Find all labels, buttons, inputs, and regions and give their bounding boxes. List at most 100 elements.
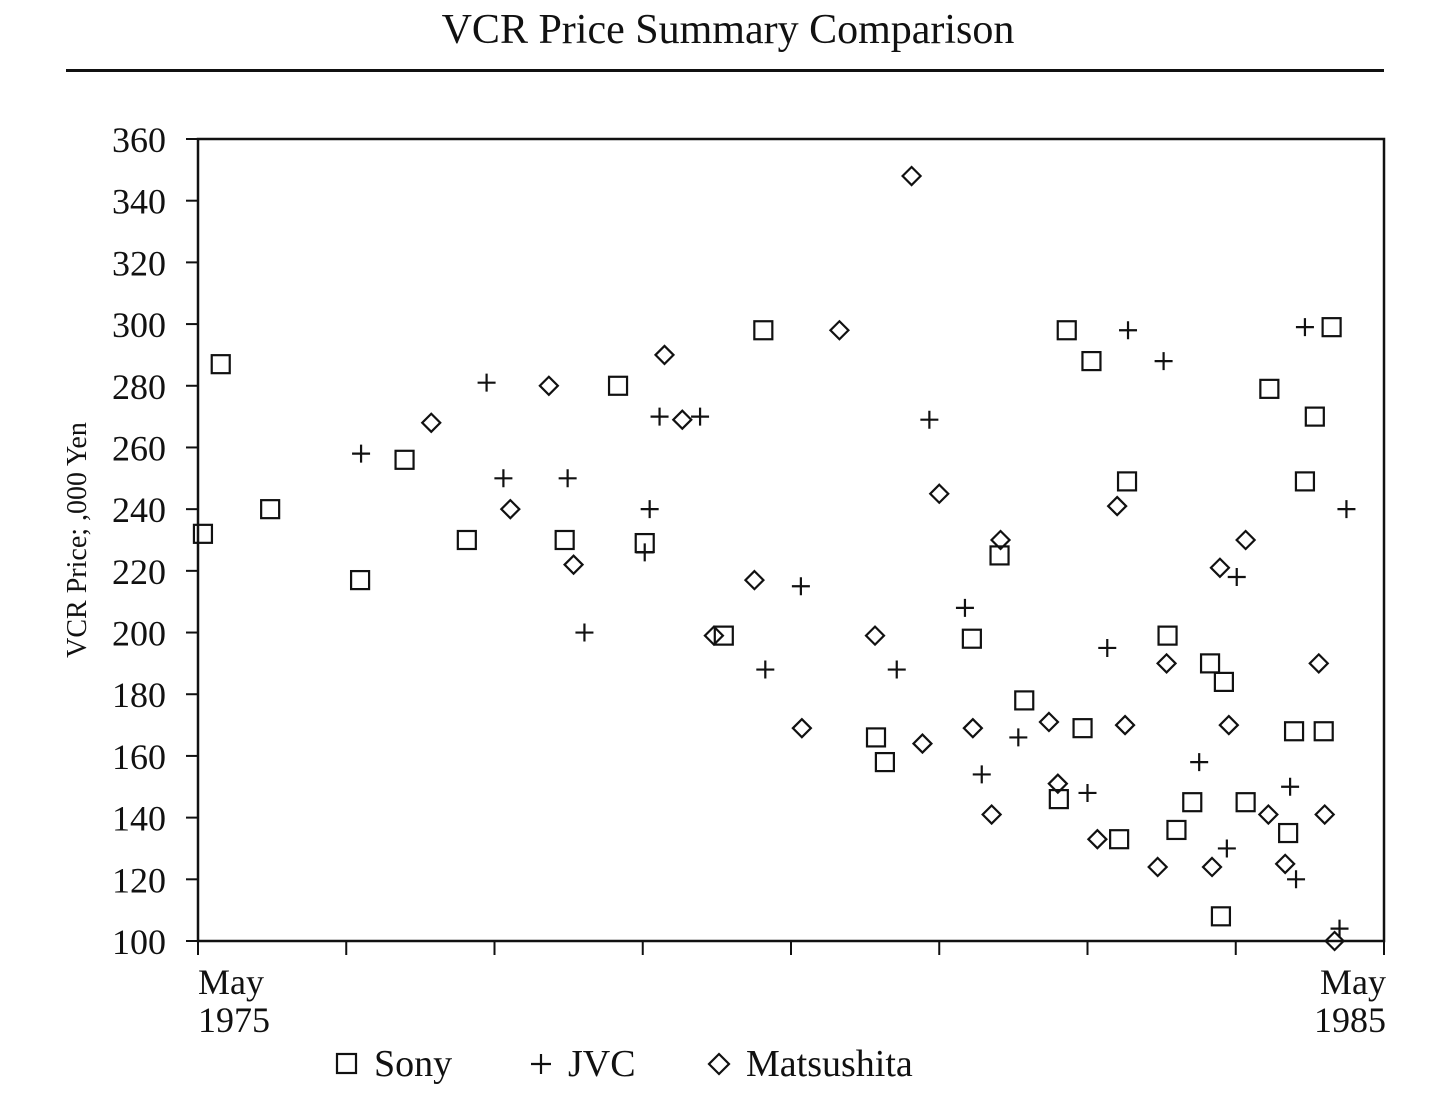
sony-data-point: [1278, 822, 1299, 844]
jvc-data-point: [650, 407, 669, 426]
y-tick-label: 200: [112, 614, 166, 654]
sony-data-point: [1259, 378, 1280, 399]
matsushita-data-point: [864, 625, 886, 647]
sony-data-point: [456, 529, 477, 551]
sony-data-point: [260, 499, 281, 520]
matsushita-data-point: [1106, 495, 1128, 517]
sony-data-point: [1313, 721, 1334, 742]
legend-item-jvc: JVC: [528, 1040, 636, 1088]
matsushita-data-point: [1274, 853, 1296, 875]
sony-data-point: [1109, 829, 1130, 850]
sony-data-point: [349, 569, 371, 591]
chart-title: VCR Price Summary Comparison: [441, 7, 1015, 53]
matsushita-data-point: [1314, 803, 1336, 826]
sony-data-point: [753, 320, 774, 341]
matsushita-data-point: [1218, 714, 1240, 736]
y-axis-label: VCR Price; ,000 Yen: [62, 422, 93, 658]
jvc-data-point: [1330, 919, 1349, 938]
jvc-data-point: [1078, 783, 1097, 802]
jvc-data-point: [494, 469, 513, 488]
jvc-data-point: [558, 469, 577, 488]
matsushita-data-point: [828, 319, 850, 341]
data-points: [192, 165, 1356, 952]
sony-data-point: [1166, 819, 1187, 841]
matsushita-data-point: [1257, 803, 1279, 826]
jvc-data-point: [887, 660, 906, 679]
y-tick-label: 260: [112, 428, 166, 468]
matsushita-data-point: [901, 165, 923, 187]
x-tick-label-month: May: [198, 962, 264, 1002]
jvc-data-point: [1009, 728, 1028, 747]
jvc-data-point: [352, 444, 371, 463]
sony-data-point: [1182, 792, 1203, 813]
jvc-data-point: [791, 577, 810, 596]
matsushita-data-point: [743, 569, 765, 591]
y-tick-label: 100: [112, 922, 166, 962]
sony-data-point: [1056, 320, 1077, 341]
matsushita-data-point: [791, 717, 813, 739]
matsushita-data-point: [1156, 652, 1178, 674]
sony-data-point: [1321, 317, 1342, 338]
sony-data-point: [192, 523, 214, 544]
y-tick-label: 360: [112, 120, 166, 160]
y-tick-label: 140: [112, 799, 166, 839]
matsushita-data-point: [703, 625, 725, 647]
jvc-data-point: [1337, 500, 1356, 519]
jvc-data-point: [1295, 318, 1314, 337]
x-tick-label-year: 1985: [1314, 1000, 1386, 1040]
series-sony: [192, 317, 1342, 927]
sony-data-point: [1283, 721, 1305, 742]
legend-label: Sony: [374, 1043, 453, 1085]
jvc-data-point: [1281, 777, 1300, 796]
sony-data-point: [961, 628, 982, 649]
jvc-data-point: [1098, 638, 1117, 657]
jvc-data-point: [920, 410, 939, 429]
jvc-data-point: [955, 598, 974, 617]
matsushita-data-point: [928, 483, 950, 505]
series-jvc: [352, 318, 1356, 938]
sony-data-point: [1210, 906, 1232, 927]
jvc-data-point: [575, 623, 594, 642]
legend-item-matsushita: Matsushita: [706, 1040, 913, 1088]
sony-data-point: [210, 354, 231, 375]
sony-data-point: [865, 727, 887, 748]
matsushita-data-point: [1209, 557, 1231, 579]
jvc-data-point: [640, 500, 659, 519]
sony-data-point: [874, 751, 895, 773]
sony-data-point: [1081, 350, 1102, 372]
sony-data-point: [1304, 406, 1325, 427]
y-tick-label: 180: [112, 675, 166, 715]
matsushita-data-point: [420, 412, 442, 434]
sony-data-point: [1235, 792, 1256, 813]
x-tick-label-month: May: [1320, 962, 1386, 1002]
sony-data-point: [1072, 718, 1093, 739]
matsushita-data-point: [1047, 773, 1069, 795]
sony-data-point: [1116, 471, 1138, 492]
x-tick-label-year: 1975: [198, 1000, 270, 1040]
y-tick-label: 240: [112, 490, 166, 530]
matsushita-data-point: [981, 803, 1003, 826]
matsushita-data-point: [1324, 930, 1346, 952]
jvc-data-point: [1227, 568, 1246, 587]
sony-data-point: [1199, 653, 1221, 674]
sony-data-point: [713, 625, 734, 646]
sony-data-point: [1014, 690, 1035, 711]
plus-marker-icon: [531, 1054, 551, 1074]
matsushita-data-point: [1038, 711, 1060, 733]
jvc-data-point: [1119, 321, 1138, 340]
square-marker-icon: [335, 1052, 358, 1075]
matsushita-data-point: [563, 554, 585, 576]
matsushita-data-point: [1086, 828, 1108, 850]
y-tick-label: 220: [112, 552, 166, 592]
diamond-marker-icon: [707, 1052, 731, 1076]
jvc-data-point: [1154, 352, 1173, 371]
sony-data-point: [1294, 471, 1316, 492]
matsushita-data-point: [538, 375, 560, 397]
matsushita-data-point: [911, 733, 934, 755]
sony-data-point: [1048, 789, 1069, 810]
y-axis: 100 120 140 160 180 200 220 240 260 280 300 320 340 3…: [112, 120, 198, 962]
legend-item-sony: Sony: [334, 1040, 452, 1088]
y-tick-label: 340: [112, 182, 166, 222]
plot-frame: [196, 137, 1386, 943]
